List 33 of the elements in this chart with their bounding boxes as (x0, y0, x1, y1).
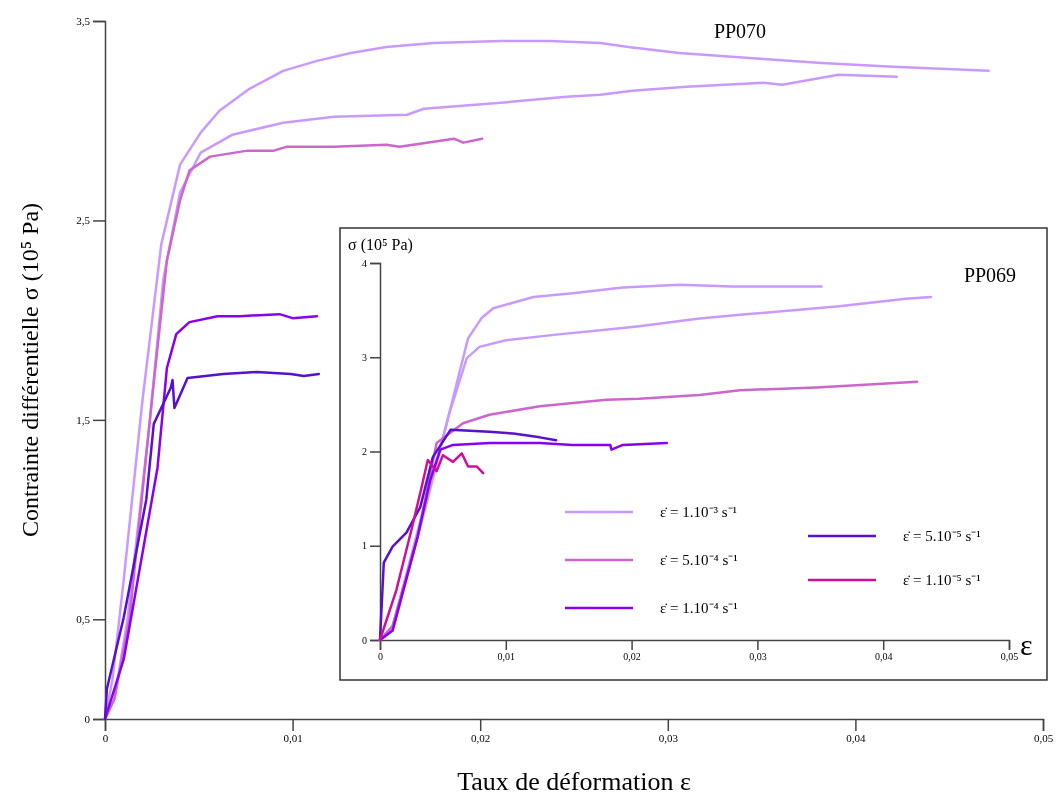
y-tick-label: 2 (362, 446, 367, 458)
x-tick-label: 0,04 (846, 731, 867, 744)
legend-label: ε̇ = 5.10⁻⁵ s⁻¹ (903, 528, 981, 544)
legend-label: ε̇ = 1.10⁻⁴ s⁻¹ (660, 600, 738, 616)
y-tick-label: 1 (362, 540, 367, 552)
y-tick-label: 4 (362, 257, 367, 269)
legend-label: ε̇ = 5.10⁻⁴ s⁻¹ (660, 552, 738, 568)
x-tick-label: 0,05 (1033, 731, 1054, 744)
x-tick-label: 0,04 (874, 651, 893, 663)
annotation: PP070 (713, 20, 767, 42)
x-tick-label: 0,02 (623, 651, 641, 663)
y-tick-label: 3,5 (76, 15, 91, 28)
x-tick-label: 0,02 (471, 731, 491, 744)
x-tick-label: 0,03 (749, 651, 767, 663)
annotation: PP069 (963, 264, 1017, 286)
x-tick-label: 0,05 (1000, 651, 1019, 663)
x-tick-label: 0,01 (497, 651, 516, 663)
y-axis-title: σ (10⁵ Pa) (348, 236, 413, 254)
legend-label: ε̇ = 1.10⁻⁵ s⁻¹ (903, 572, 981, 588)
x-tick-label: 0 (102, 731, 109, 744)
legend-label: ε̇ = 1.10⁻³ s⁻¹ (660, 504, 738, 520)
x-tick-label: 0 (378, 651, 383, 663)
y-tick-label: 3 (362, 351, 367, 363)
x-axis-title: ε (1020, 628, 1033, 661)
y-tick-label: 1,5 (76, 413, 91, 426)
y-tick-label: 0 (84, 713, 91, 726)
y-tick-label: 2,5 (76, 214, 91, 227)
y-tick-label: 0,5 (76, 613, 91, 626)
x-axis-title: Taux de déformation ε (457, 767, 691, 796)
x-tick-label: 0,03 (658, 731, 679, 744)
x-tick-label: 0,01 (283, 731, 303, 744)
y-axis-title: Contrainte différentielle σ (10⁵ Pa) (17, 202, 43, 538)
y-tick-label: 0 (362, 634, 367, 646)
